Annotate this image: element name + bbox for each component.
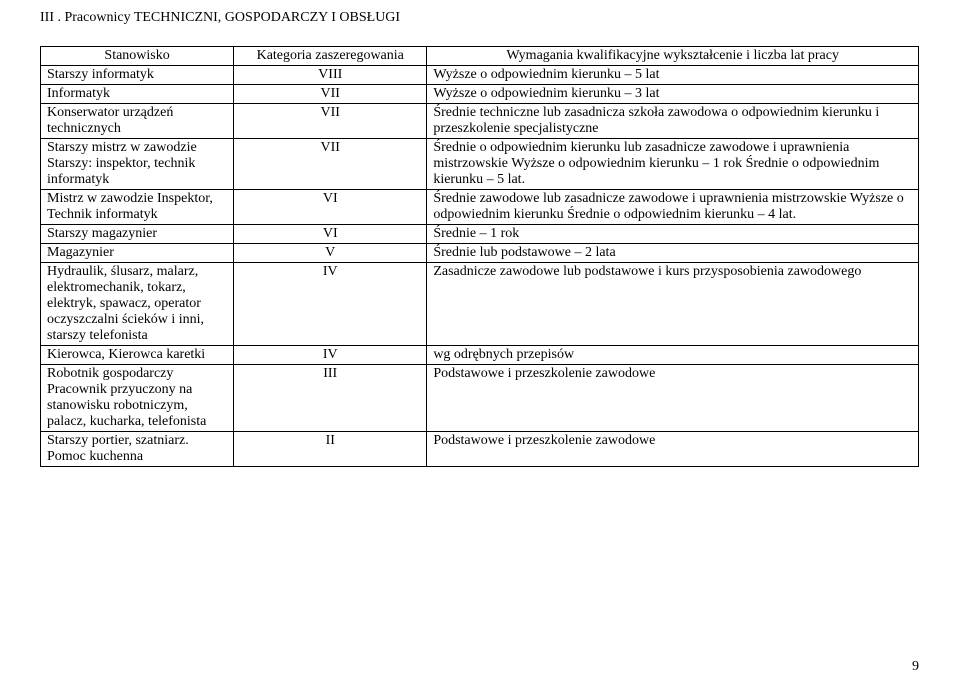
table-row: Starszy portier, szatniarz. Pomoc kuchen… bbox=[41, 432, 919, 467]
page-number: 9 bbox=[912, 659, 919, 675]
cell-stanowisko: Starszy magazynier bbox=[41, 225, 234, 244]
cell-wymagania: Wyższe o odpowiednim kierunku – 3 lat bbox=[427, 85, 919, 104]
page: III . Pracownicy TECHNICZNI, GOSPODARCZY… bbox=[0, 0, 959, 683]
table-row: Magazynier V Średnie lub podstawowe – 2 … bbox=[41, 244, 919, 263]
cell-wymagania: Średnie – 1 rok bbox=[427, 225, 919, 244]
cell-kategoria: VII bbox=[234, 139, 427, 190]
cell-kategoria: VI bbox=[234, 225, 427, 244]
table-row: Starszy informatyk VIII Wyższe o odpowie… bbox=[41, 66, 919, 85]
cell-stanowisko: Informatyk bbox=[41, 85, 234, 104]
cell-stanowisko: Starszy informatyk bbox=[41, 66, 234, 85]
cell-stanowisko: Starszy portier, szatniarz. Pomoc kuchen… bbox=[41, 432, 234, 467]
cell-wymagania: Podstawowe i przeszkolenie zawodowe bbox=[427, 432, 919, 467]
cell-wymagania: Zasadnicze zawodowe lub podstawowe i kur… bbox=[427, 263, 919, 346]
cell-wymagania: Średnie techniczne lub zasadnicza szkoła… bbox=[427, 104, 919, 139]
table-row: Kierowca, Kierowca karetki IV wg odrębny… bbox=[41, 346, 919, 365]
table-row: Starszy magazynier VI Średnie – 1 rok bbox=[41, 225, 919, 244]
cell-kategoria: III bbox=[234, 365, 427, 432]
section-title: III . Pracownicy TECHNICZNI, GOSPODARCZY… bbox=[40, 10, 919, 26]
cell-wymagania: Średnie o odpowiednim kierunku lub zasad… bbox=[427, 139, 919, 190]
cell-wymagania: wg odrębnych przepisów bbox=[427, 346, 919, 365]
staff-table: Stanowisko Kategoria zaszeregowania Wyma… bbox=[40, 46, 919, 467]
cell-wymagania: Średnie lub podstawowe – 2 lata bbox=[427, 244, 919, 263]
cell-stanowisko: Kierowca, Kierowca karetki bbox=[41, 346, 234, 365]
cell-stanowisko: Konserwator urządzeń technicznych bbox=[41, 104, 234, 139]
cell-stanowisko: Robotnik gospodarczy Pracownik przyuczon… bbox=[41, 365, 234, 432]
cell-wymagania: Podstawowe i przeszkolenie zawodowe bbox=[427, 365, 919, 432]
cell-stanowisko: Hydraulik, ślusarz, malarz, elektromecha… bbox=[41, 263, 234, 346]
header-kategoria: Kategoria zaszeregowania bbox=[234, 47, 427, 66]
header-stanowisko: Stanowisko bbox=[41, 47, 234, 66]
table-row: Starszy mistrz w zawodzie Starszy: inspe… bbox=[41, 139, 919, 190]
table-row: Konserwator urządzeń technicznych VII Śr… bbox=[41, 104, 919, 139]
cell-kategoria: II bbox=[234, 432, 427, 467]
header-wymagania: Wymagania kwalifikacyjne wykształcenie i… bbox=[427, 47, 919, 66]
cell-kategoria: IV bbox=[234, 263, 427, 346]
cell-stanowisko: Mistrz w zawodzie Inspektor, Technik inf… bbox=[41, 190, 234, 225]
cell-kategoria: IV bbox=[234, 346, 427, 365]
cell-wymagania: Średnie zawodowe lub zasadnicze zawodowe… bbox=[427, 190, 919, 225]
table-row: Robotnik gospodarczy Pracownik przyuczon… bbox=[41, 365, 919, 432]
table-row: Mistrz w zawodzie Inspektor, Technik inf… bbox=[41, 190, 919, 225]
table-row: Hydraulik, ślusarz, malarz, elektromecha… bbox=[41, 263, 919, 346]
cell-kategoria: VII bbox=[234, 85, 427, 104]
cell-stanowisko: Magazynier bbox=[41, 244, 234, 263]
cell-kategoria: VI bbox=[234, 190, 427, 225]
cell-wymagania: Wyższe o odpowiednim kierunku – 5 lat bbox=[427, 66, 919, 85]
cell-kategoria: VII bbox=[234, 104, 427, 139]
cell-stanowisko: Starszy mistrz w zawodzie Starszy: inspe… bbox=[41, 139, 234, 190]
table-row: Informatyk VII Wyższe o odpowiednim kier… bbox=[41, 85, 919, 104]
cell-kategoria: V bbox=[234, 244, 427, 263]
cell-kategoria: VIII bbox=[234, 66, 427, 85]
header-row: Stanowisko Kategoria zaszeregowania Wyma… bbox=[41, 47, 919, 66]
